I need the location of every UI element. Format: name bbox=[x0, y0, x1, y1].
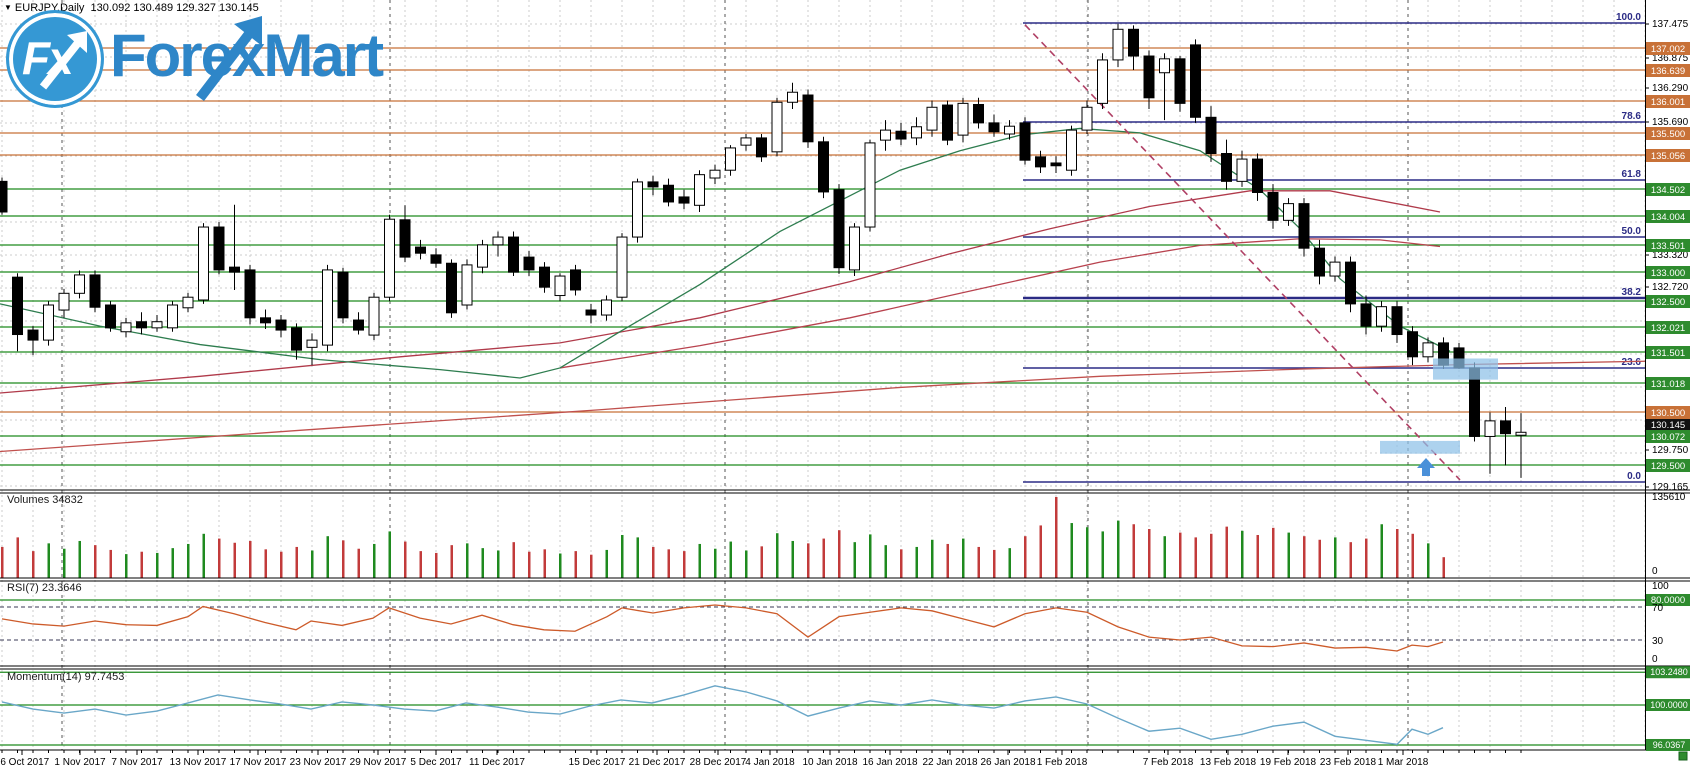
svg-text:1 Feb 2018: 1 Feb 2018 bbox=[1037, 757, 1088, 768]
svg-text:100.0: 100.0 bbox=[1616, 12, 1641, 23]
svg-text:30: 30 bbox=[1652, 636, 1664, 647]
volumes-panel-label: Volumes 34832 bbox=[7, 494, 83, 506]
descending-trendline bbox=[1024, 24, 1461, 481]
rsi-value: 23.3646 bbox=[41, 582, 82, 594]
svg-text:137.002: 137.002 bbox=[1651, 44, 1685, 55]
svg-text:133.000: 133.000 bbox=[1651, 268, 1685, 279]
buy-signal-arrow-icon bbox=[1417, 458, 1435, 476]
svg-text:61.8: 61.8 bbox=[1622, 169, 1642, 180]
svg-text:133.320: 133.320 bbox=[1652, 250, 1689, 261]
svg-text:132.500: 132.500 bbox=[1651, 297, 1685, 308]
svg-text:23 Nov 2017: 23 Nov 2017 bbox=[290, 757, 347, 768]
symbol-dropdown-icon[interactable]: ▼ bbox=[4, 3, 12, 12]
candlesticks bbox=[0, 23, 1527, 478]
momentum-panel-label: Momentum(14) 97.7453 bbox=[7, 671, 125, 683]
svg-text:96.0367: 96.0367 bbox=[1653, 740, 1686, 750]
grid-lines bbox=[0, 0, 1646, 750]
svg-text:0: 0 bbox=[1652, 566, 1658, 577]
svg-text:129.500: 129.500 bbox=[1651, 461, 1685, 472]
fx-monogram-badge: Fx bbox=[6, 10, 104, 108]
ohlc-values: 130.092 130.489 129.327 130.145 bbox=[90, 2, 259, 14]
rsi-panel bbox=[0, 599, 1645, 652]
svg-text:5 Dec 2017: 5 Dec 2017 bbox=[410, 757, 462, 768]
volumes-panel bbox=[1, 497, 1445, 578]
svg-text:135.690: 135.690 bbox=[1652, 117, 1689, 128]
svg-text:26 Jan 2018: 26 Jan 2018 bbox=[980, 757, 1035, 768]
price-axis: 137.475 136.875 136.290 135.690 133.320 132.7… bbox=[1645, 19, 1690, 751]
svg-text:130.145: 130.145 bbox=[1651, 420, 1685, 431]
svg-text:38.2: 38.2 bbox=[1622, 287, 1642, 298]
svg-text:70: 70 bbox=[1652, 603, 1664, 614]
svg-text:135610: 135610 bbox=[1652, 492, 1686, 503]
momentum-value: 97.7453 bbox=[84, 671, 125, 683]
svg-text:100.0000: 100.0000 bbox=[1650, 700, 1688, 710]
svg-text:16 Jan 2018: 16 Jan 2018 bbox=[862, 757, 917, 768]
fx-arrow-icon bbox=[39, 31, 87, 90]
momentum-panel bbox=[0, 671, 1645, 746]
svg-text:129.165: 129.165 bbox=[1652, 482, 1689, 493]
svg-text:15 Dec 2017: 15 Dec 2017 bbox=[569, 757, 626, 768]
forexmart-logo: Fx ForexMart bbox=[6, 10, 384, 108]
svg-text:13 Feb 2018: 13 Feb 2018 bbox=[1200, 757, 1257, 768]
svg-text:0: 0 bbox=[1652, 654, 1658, 665]
svg-text:136.001: 136.001 bbox=[1651, 97, 1685, 108]
svg-text:11 Dec 2017: 11 Dec 2017 bbox=[469, 757, 525, 768]
rsi-panel-label: RSI(7) 23.3646 bbox=[7, 582, 82, 594]
svg-text:136.875: 136.875 bbox=[1652, 53, 1689, 64]
svg-text:7 Nov 2017: 7 Nov 2017 bbox=[111, 757, 163, 768]
svg-text:103.2480: 103.2480 bbox=[1650, 667, 1688, 677]
svg-text:132.021: 132.021 bbox=[1651, 323, 1685, 334]
price-level-lines bbox=[0, 47, 1645, 466]
svg-text:135.056: 135.056 bbox=[1651, 151, 1685, 162]
svg-text:136.639: 136.639 bbox=[1651, 66, 1685, 77]
svg-text:80.0000: 80.0000 bbox=[1651, 595, 1685, 606]
svg-text:23 Feb 2018: 23 Feb 2018 bbox=[1320, 757, 1377, 768]
svg-text:28 Dec 2017: 28 Dec 2017 bbox=[690, 757, 747, 768]
month-separators bbox=[61, 0, 1409, 750]
svg-text:131.018: 131.018 bbox=[1651, 379, 1685, 390]
svg-text:133.501: 133.501 bbox=[1651, 241, 1685, 252]
svg-text:134.004: 134.004 bbox=[1651, 212, 1685, 223]
svg-text:135.500: 135.500 bbox=[1651, 129, 1685, 140]
svg-text:134.502: 134.502 bbox=[1651, 185, 1685, 196]
svg-text:137.475: 137.475 bbox=[1652, 19, 1689, 30]
svg-text:136.290: 136.290 bbox=[1652, 83, 1689, 94]
svg-text:50.0: 50.0 bbox=[1622, 226, 1642, 237]
svg-text:130.072: 130.072 bbox=[1651, 432, 1685, 443]
svg-text:0.0: 0.0 bbox=[1627, 471, 1641, 482]
svg-text:23.6: 23.6 bbox=[1622, 357, 1642, 368]
forexmart-logo-text: ForexMart bbox=[110, 22, 384, 89]
svg-text:129.750: 129.750 bbox=[1652, 445, 1689, 456]
volumes-value: 34832 bbox=[52, 494, 83, 506]
svg-text:7 Feb 2018: 7 Feb 2018 bbox=[1143, 757, 1194, 768]
svg-text:1 Mar 2018: 1 Mar 2018 bbox=[1378, 757, 1429, 768]
svg-text:1 Nov 2017: 1 Nov 2017 bbox=[54, 757, 106, 768]
time-axis: 26 Oct 2017 1 Nov 2017 7 Nov 2017 13 Nov 20… bbox=[0, 750, 1688, 768]
svg-text:13 Nov 2017: 13 Nov 2017 bbox=[170, 757, 227, 768]
svg-text:29 Nov 2017: 29 Nov 2017 bbox=[350, 757, 407, 768]
svg-text:4 Jan 2018: 4 Jan 2018 bbox=[745, 757, 795, 768]
svg-text:132.720: 132.720 bbox=[1652, 282, 1689, 293]
panel-separators bbox=[0, 0, 1690, 751]
svg-text:131.501: 131.501 bbox=[1651, 348, 1685, 359]
svg-text:17 Nov 2017: 17 Nov 2017 bbox=[230, 757, 287, 768]
svg-text:100: 100 bbox=[1652, 581, 1669, 592]
svg-text:78.6: 78.6 bbox=[1622, 111, 1642, 122]
highlight-zones bbox=[1380, 358, 1498, 476]
svg-text:26 Oct 2017: 26 Oct 2017 bbox=[0, 757, 50, 768]
svg-text:19 Feb 2018: 19 Feb 2018 bbox=[1260, 757, 1317, 768]
svg-text:22 Jan 2018: 22 Jan 2018 bbox=[922, 757, 977, 768]
svg-text:10 Jan 2018: 10 Jan 2018 bbox=[802, 757, 857, 768]
svg-text:21 Dec 2017: 21 Dec 2017 bbox=[629, 757, 686, 768]
svg-text:130.500: 130.500 bbox=[1651, 408, 1685, 419]
